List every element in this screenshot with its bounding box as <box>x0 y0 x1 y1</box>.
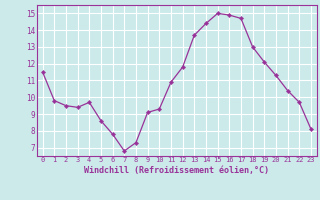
X-axis label: Windchill (Refroidissement éolien,°C): Windchill (Refroidissement éolien,°C) <box>84 166 269 175</box>
